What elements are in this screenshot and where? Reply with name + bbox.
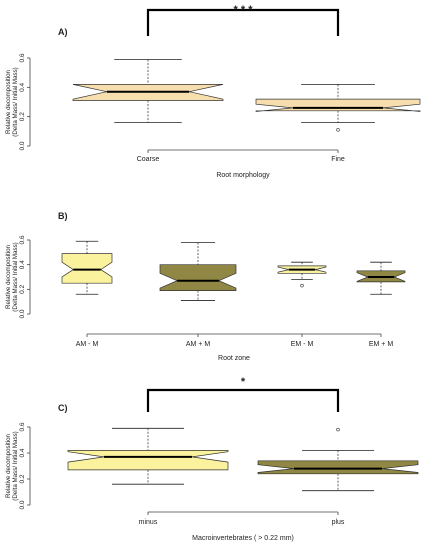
- y-tick-label: 0.6: [19, 422, 26, 431]
- bracket-line: [146, 388, 340, 412]
- y-tick-label: 0.2: [19, 474, 26, 483]
- box-body: [159, 264, 237, 291]
- y-tick-label: 0.2: [19, 112, 26, 121]
- x-category-label: plus: [332, 519, 345, 526]
- y-axis-label: (Delta Mass/ Initial Mass): [12, 242, 19, 311]
- significance-label: * * *: [234, 4, 254, 16]
- x-axis-label: Root zone: [218, 355, 250, 362]
- box-body: [61, 253, 113, 284]
- box-body: [257, 460, 419, 475]
- box-em-m: [277, 261, 327, 288]
- x-category-label: minus: [139, 519, 158, 526]
- box-coarse: [72, 59, 224, 123]
- box-body: [255, 98, 421, 112]
- outlier-point: [300, 283, 304, 288]
- outlier-point: [336, 128, 340, 132]
- box-minus: [67, 427, 229, 485]
- box-am-m: [61, 240, 113, 295]
- y-tick-label: 0.4: [19, 448, 26, 457]
- significance-bracket: *: [146, 376, 340, 412]
- x-category-label: AM + M: [186, 341, 210, 348]
- x-axis-label: Root morphology: [216, 172, 270, 179]
- y-axis-label: Relative decomposition: [5, 244, 12, 309]
- significance-bracket: * * *: [146, 4, 340, 36]
- y-axis-label: Relative decomposition: [5, 433, 12, 498]
- y-tick-label: 0.0: [19, 309, 26, 318]
- y-axis-label: Relative decomposition: [5, 69, 12, 134]
- y-tick-label: 0.4: [19, 82, 26, 91]
- y-tick-label: 0.0: [19, 141, 26, 150]
- x-axis-label: Macroinvertebrates ( > 0.22 mm): [192, 535, 294, 542]
- panel-label: A): [58, 27, 68, 37]
- box-plus: [257, 427, 419, 492]
- x-category-label: Coarse: [137, 156, 160, 163]
- box-fine: [255, 84, 421, 132]
- panel-b: B) 0.0 0.2 0.4 0.6 Relative decomposition (Del…: [5, 211, 406, 362]
- panel-label: C): [58, 403, 68, 413]
- box-body: [67, 450, 229, 471]
- y-tick-label: 0.2: [19, 284, 26, 293]
- bracket-line: [146, 8, 340, 36]
- y-axis-label: (Delta Mass/ Initial Mass): [12, 67, 19, 136]
- y-tick-label: 0.6: [19, 53, 26, 62]
- significance-label: *: [241, 376, 246, 388]
- y-tick-label: 0.4: [19, 260, 26, 269]
- panel-label: B): [58, 211, 68, 221]
- x-category-label: AM - M: [76, 341, 99, 348]
- x-category-label: EM + M: [369, 341, 393, 348]
- box-em-m: [356, 261, 406, 295]
- outlier-point: [336, 427, 340, 432]
- y-tick-label: 0.6: [19, 235, 26, 244]
- y-axis-label: (Delta Mass/ Initial Mass): [12, 431, 19, 500]
- box-am-m: [159, 242, 237, 301]
- x-category-label: Fine: [331, 156, 345, 163]
- x-category-label: EM - M: [291, 341, 314, 348]
- panel-a: A) 0.0 0.2 0.4 0.6 Relative decomposition (Del…: [5, 4, 421, 179]
- panel-c: C) 0.0 0.2 0.4 0.6 Relative decomposition (Del…: [5, 376, 419, 542]
- y-tick-label: 0.0: [19, 500, 26, 509]
